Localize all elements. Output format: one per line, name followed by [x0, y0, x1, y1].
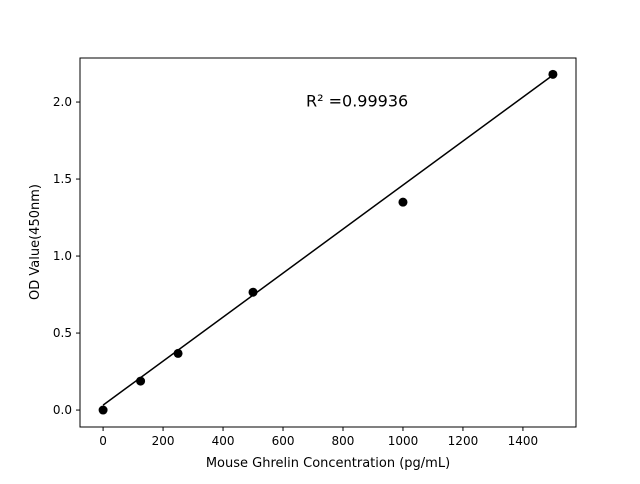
x-tick-label: 600 — [272, 434, 295, 448]
x-axis-label: Mouse Ghrelin Concentration (pg/mL) — [206, 456, 450, 471]
data-point — [248, 287, 258, 297]
y-tick-label: 1.0 — [53, 249, 72, 263]
r-squared-annotation: R² =0.99936 — [306, 92, 408, 111]
x-tick-label: 1200 — [448, 434, 479, 448]
data-point — [98, 405, 108, 415]
y-axis-label: OD Value(450nm) — [28, 184, 43, 300]
x-tick-label: 200 — [152, 434, 175, 448]
y-tick-label: 0.5 — [53, 326, 72, 340]
y-tick-label: 2.0 — [53, 95, 72, 109]
y-tick-label: 0.0 — [53, 403, 72, 417]
x-tick-label: 1000 — [388, 434, 419, 448]
fit-line — [102, 74, 554, 406]
x-tick-label: 0 — [99, 434, 107, 448]
x-tick-label: 1400 — [508, 434, 539, 448]
x-tick-label: 400 — [212, 434, 235, 448]
y-tick-label: 1.5 — [53, 172, 72, 186]
x-tick-label: 800 — [332, 434, 355, 448]
data-point — [398, 197, 408, 207]
